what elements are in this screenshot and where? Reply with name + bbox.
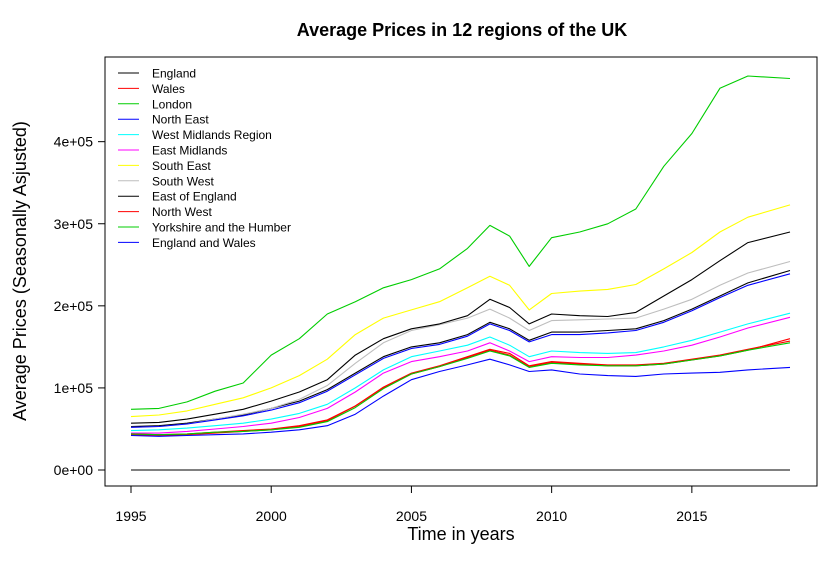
series-line-yorkshire-and-the-humber xyxy=(130,342,791,436)
x-tick-label: 2000 xyxy=(256,508,287,524)
x-tick-label: 2005 xyxy=(396,508,427,524)
y-tick-label: 2e+05 xyxy=(54,298,94,314)
y-axis: 0e+00 1e+05 2e+05 3e+05 4e+05 xyxy=(54,134,105,478)
series-line-london xyxy=(130,75,791,410)
x-tick-label: 2015 xyxy=(676,508,707,524)
legend-label: England xyxy=(152,67,196,81)
legend-label: England and Wales xyxy=(152,236,256,250)
y-tick-label: 3e+05 xyxy=(54,216,94,232)
y-tick-label: 1e+05 xyxy=(54,380,94,396)
x-tick-label: 1995 xyxy=(115,508,146,524)
x-axis: 1995 2000 2005 2010 2015 xyxy=(115,486,708,524)
y-tick-label: 4e+05 xyxy=(54,134,94,150)
legend-label: Wales xyxy=(152,82,185,96)
legend-label: Yorkshire and the Humber xyxy=(152,221,291,235)
legend-label: South East xyxy=(152,159,211,173)
series-line-south-west xyxy=(130,260,791,428)
legend-label: West Midlands Region xyxy=(152,128,272,142)
series-line-north-east xyxy=(130,358,791,437)
series-line-wales xyxy=(130,340,791,437)
legend-label: East of England xyxy=(152,190,237,204)
series-layer xyxy=(130,75,791,471)
series-line-east-of-england xyxy=(130,231,791,424)
chart-title: Average Prices in 12 regions of the UK xyxy=(297,20,627,40)
legend-label: East Midlands xyxy=(152,144,227,158)
y-tick-label: 0e+00 xyxy=(54,462,94,478)
legend-label: North East xyxy=(152,113,209,127)
series-line-england-and-wales xyxy=(130,273,791,428)
legend-label: London xyxy=(152,97,192,111)
x-tick-label: 2010 xyxy=(536,508,567,524)
series-line-england xyxy=(130,269,791,428)
legend-label: South West xyxy=(152,174,214,188)
series-line-west-midlands-region xyxy=(130,312,791,432)
legend-label: North West xyxy=(152,205,212,219)
plot-frame xyxy=(104,56,818,487)
x-axis-label: Time in years xyxy=(407,524,514,544)
y-axis-label: Average Prices (Seasonally Asjusted) xyxy=(10,121,30,421)
series-line-east-midlands xyxy=(131,316,791,434)
series-line-south-east xyxy=(130,204,791,418)
